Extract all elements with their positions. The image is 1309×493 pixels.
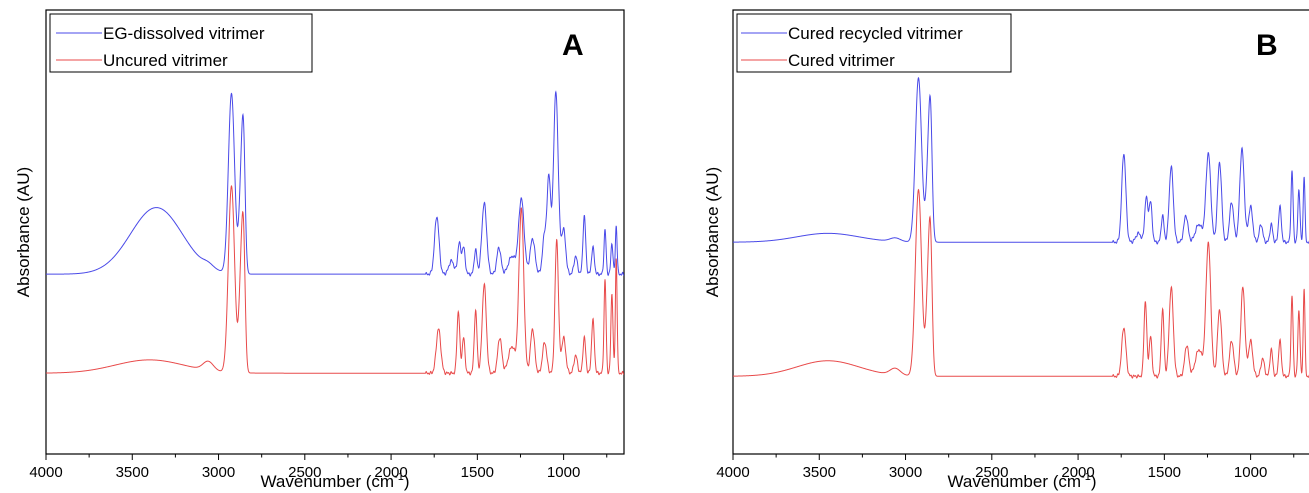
panel-b-series-cured-recycled: [733, 77, 1309, 245]
panel-b-legend-label-cured: Cured vitrimer: [788, 51, 895, 70]
panel-a-series: [46, 90, 624, 376]
panel-a-x-axis-title: Wavenumber (cm-1): [261, 471, 410, 491]
panel-a-x-tick-labels: 4000 3500 3000 2500 2000 1500 1000: [29, 464, 580, 481]
panel-b-tick-label-2500: 2500: [975, 464, 1008, 481]
panel-b-x-axis-title-sup: -1: [1081, 471, 1091, 483]
panel-a-series-eg-dissolved: [46, 90, 624, 277]
panel-b-legend: Cured recycled vitrimer Cured vitrimer: [736, 13, 1012, 73]
panel-a-tick-label-4000: 4000: [29, 464, 62, 481]
panel-a-tick-label-3000: 3000: [202, 464, 235, 481]
panel-b-tick-label-3000: 3000: [889, 464, 922, 481]
panel-b-x-axis-title: Wavenumber (cm-1): [948, 471, 1097, 491]
panel-a-legend: EG-dissolved vitrimer Uncured vitrimer: [49, 13, 313, 73]
panel-b-tick-label-3500: 3500: [803, 464, 836, 481]
panel-a-y-axis-title: Absorbance (AU): [14, 167, 33, 297]
panel-a-tick-label-1000: 1000: [547, 464, 580, 481]
panel-b-legend-box: [736, 13, 1012, 73]
panel-b-tick-label-4000: 4000: [716, 464, 749, 481]
panel-a-letter: A: [562, 29, 584, 62]
panel-a-tick-label-2000: 2000: [374, 464, 407, 481]
panel-a-tick-label-3500: 3500: [116, 464, 149, 481]
panel-b-plot-frame: [732, 9, 1309, 455]
panel-b-x-axis-title-main: Wavenumber (cm: [948, 472, 1082, 491]
panel-b: 4000 3500 3000 2500 2000 1500 1000 Cured recyc…: [703, 9, 1309, 491]
panel-b-x-axis-title-close: ): [1091, 472, 1097, 491]
panel-b-x-ticks: [732, 454, 1295, 460]
panel-b-legend-label-cured-recycled: Cured recycled vitrimer: [788, 24, 963, 43]
panel-b-tick-label-1500: 1500: [1148, 464, 1181, 481]
panel-b-series: [733, 77, 1309, 379]
panel-a-plot-frame: [45, 9, 625, 455]
panel-b-y-axis-title: Absorbance (AU): [703, 167, 722, 297]
panel-a-x-ticks: [45, 454, 608, 460]
panel-a: 4000 3500 3000 2500 2000 1500 1000 EG-dissolve…: [14, 9, 625, 491]
panel-a-x-axis-title-main: Wavenumber (cm: [261, 472, 395, 491]
panel-b-letter: B: [1256, 29, 1278, 62]
panel-b-tick-label-1000: 1000: [1234, 464, 1267, 481]
panel-b-x-tick-labels: 4000 3500 3000 2500 2000 1500 1000: [716, 464, 1267, 481]
panel-b-tick-label-2000: 2000: [1061, 464, 1094, 481]
panel-a-legend-box: [49, 13, 313, 73]
panel-b-series-cured: [733, 188, 1309, 379]
panel-a-x-axis-title-sup: -1: [394, 471, 404, 483]
panel-a-tick-label-2500: 2500: [288, 464, 321, 481]
panel-a-legend-label-uncured: Uncured vitrimer: [103, 51, 228, 70]
panel-a-series-uncured: [46, 185, 624, 376]
panel-a-x-axis-title-close: ): [404, 472, 410, 491]
panel-a-tick-label-1500: 1500: [461, 464, 494, 481]
panel-a-legend-label-eg-dissolved: EG-dissolved vitrimer: [103, 24, 265, 43]
